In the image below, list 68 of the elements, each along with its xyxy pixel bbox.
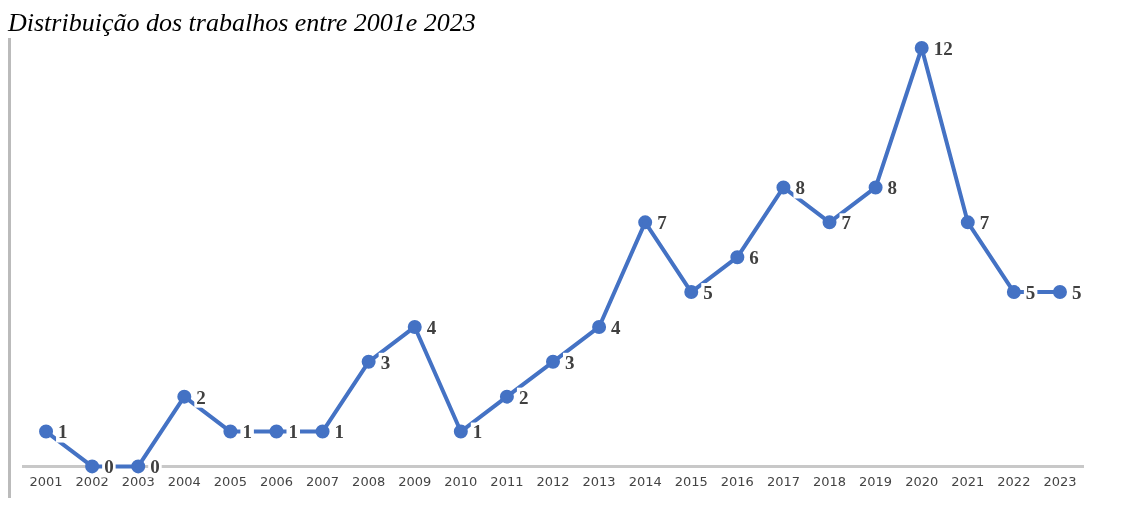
data-label: 1 <box>288 421 298 443</box>
point <box>223 424 238 439</box>
data-label: 1 <box>58 421 68 443</box>
chart-title: Distribuição dos trabalhos entre 2001e 2023 <box>8 8 477 38</box>
data-label: 3 <box>565 351 575 373</box>
x-tick-label: 2023 <box>1043 473 1077 489</box>
x-tick-label: 2007 <box>306 473 340 489</box>
x-tick-label: 2009 <box>398 473 432 489</box>
data-label: 3 <box>380 351 391 373</box>
point <box>638 215 653 230</box>
point <box>131 459 146 474</box>
x-tick-label: 2013 <box>582 473 616 489</box>
x-tick-label: 2017 <box>766 473 800 489</box>
data-label: 4 <box>611 316 622 338</box>
data-label: 1 <box>242 421 252 443</box>
point <box>453 424 468 439</box>
data-label: 0 <box>104 456 114 478</box>
point <box>361 354 376 369</box>
data-label: 5 <box>1071 281 1082 303</box>
x-tick-label: 2020 <box>905 473 939 489</box>
point <box>407 319 422 334</box>
x-tick-label: 2011 <box>490 473 524 489</box>
data-label: 8 <box>795 177 805 199</box>
x-tick-label: 2021 <box>951 473 985 489</box>
data-label: 12 <box>933 37 953 59</box>
point <box>592 319 607 334</box>
point <box>684 285 699 300</box>
point <box>269 424 284 439</box>
x-tick-label: 2005 <box>213 473 247 489</box>
point <box>730 250 745 265</box>
x-tick-label: 2018 <box>812 473 847 489</box>
data-label: 6 <box>749 247 759 269</box>
point <box>499 389 514 404</box>
data-label: 5 <box>703 281 713 303</box>
x-tick-label: 2012 <box>536 473 570 489</box>
data-label: 4 <box>426 316 437 338</box>
data-label: 7 <box>841 212 852 234</box>
data-label: 1 <box>334 421 345 443</box>
point <box>1052 285 1067 300</box>
x-tick-label: 2016 <box>720 473 754 489</box>
x-tick-label: 2001 <box>29 473 63 489</box>
point <box>39 424 54 439</box>
point <box>822 215 837 230</box>
x-tick-label: 2006 <box>259 473 294 489</box>
x-tick-label: 2008 <box>352 473 386 489</box>
point <box>960 215 975 230</box>
data-label: 8 <box>887 177 898 199</box>
data-label: 0 <box>150 456 160 478</box>
x-tick-label: 2022 <box>997 473 1031 489</box>
point <box>315 424 330 439</box>
x-tick-label: 2015 <box>674 473 708 489</box>
x-tick-label: 2004 <box>167 473 201 489</box>
data-label: 2 <box>196 386 206 408</box>
point <box>85 459 100 474</box>
data-label: 7 <box>979 212 990 234</box>
point <box>1006 285 1021 300</box>
point <box>914 41 929 55</box>
point <box>776 180 791 195</box>
x-tick-label: 2010 <box>444 473 478 489</box>
x-tick-label: 2014 <box>628 473 662 489</box>
point <box>868 180 883 195</box>
point <box>177 389 192 404</box>
data-label: 2 <box>518 386 529 408</box>
x-tick-label: 2019 <box>859 473 893 489</box>
point <box>546 354 560 369</box>
data-label: 1 <box>472 421 483 443</box>
data-label: 5 <box>1025 281 1036 303</box>
data-label: 7 <box>657 212 668 234</box>
